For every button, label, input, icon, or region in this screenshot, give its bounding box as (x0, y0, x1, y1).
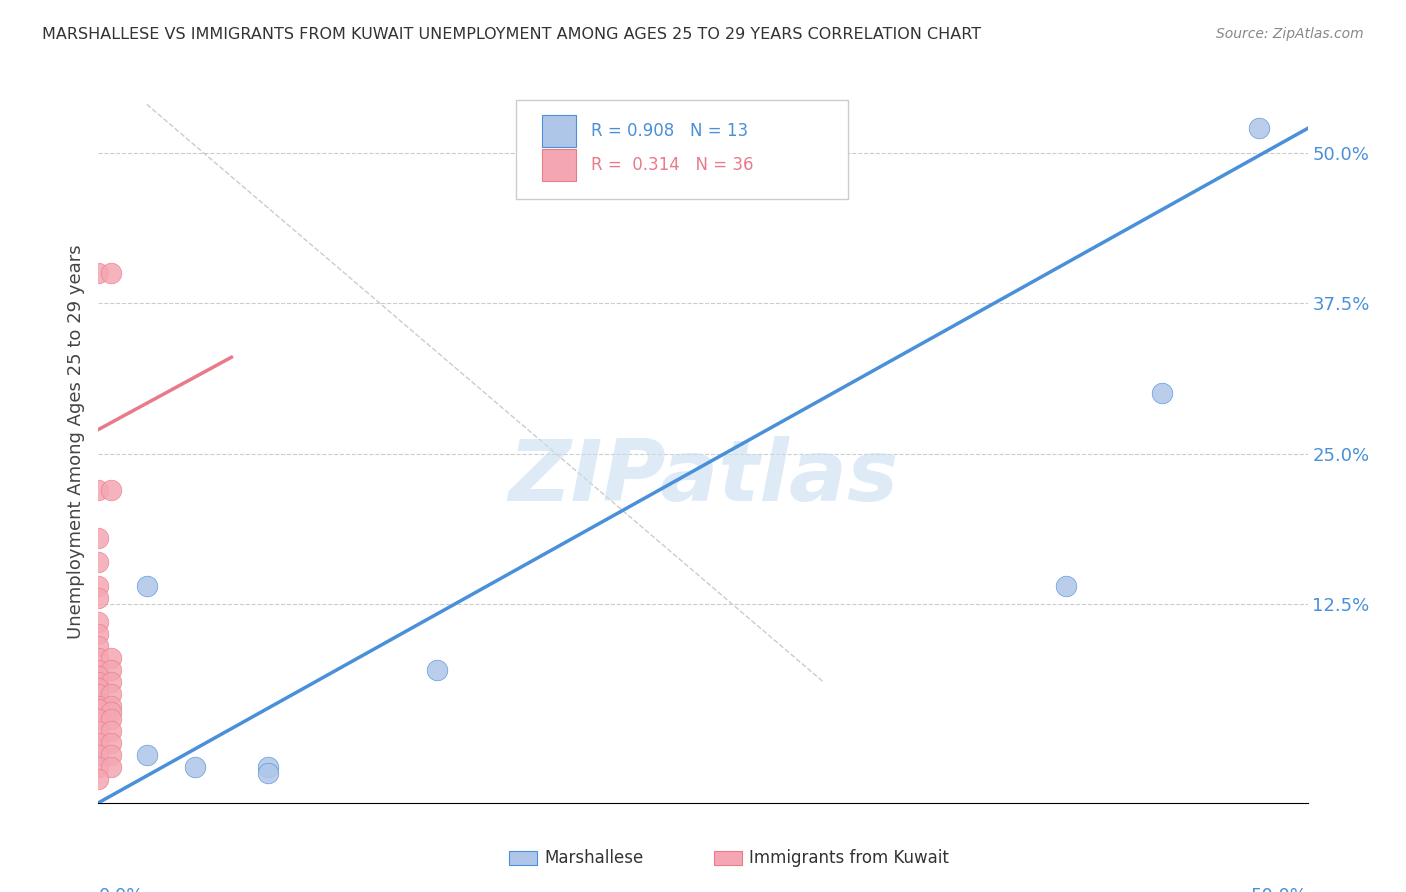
Point (100, 747, 122, 762)
Point (87, 639, 110, 653)
Point (87, 627, 110, 641)
Point (100, 699, 122, 714)
Text: MARSHALLESE VS IMMIGRANTS FROM KUWAIT UNEMPLOYMENT AMONG AGES 25 TO 29 YEARS COR: MARSHALLESE VS IMMIGRANTS FROM KUWAIT UN… (42, 27, 981, 42)
Point (87, 669, 110, 683)
Point (87, 675, 110, 690)
Point (87, 555, 110, 569)
Text: R =  0.314   N = 36: R = 0.314 N = 36 (591, 156, 754, 174)
Y-axis label: Unemployment Among Ages 25 to 29 years: Unemployment Among Ages 25 to 29 years (66, 244, 84, 639)
Text: Marshallese: Marshallese (544, 849, 644, 867)
Point (1249, 121, 1271, 136)
Point (87, 591, 110, 606)
Point (256, 765, 278, 780)
Point (100, 651, 122, 665)
Point (100, 483, 122, 497)
Point (87, 760, 110, 774)
Point (87, 675, 110, 690)
Point (87, 687, 110, 701)
Point (87, 723, 110, 738)
Point (256, 760, 278, 774)
Point (100, 712, 122, 726)
Point (100, 266, 122, 280)
Point (87, 747, 110, 762)
FancyBboxPatch shape (543, 115, 576, 147)
Point (135, 579, 157, 593)
Point (87, 699, 110, 714)
Point (87, 687, 110, 701)
Point (87, 712, 110, 726)
Point (87, 579, 110, 593)
Point (100, 687, 122, 701)
FancyBboxPatch shape (543, 149, 576, 181)
Point (100, 675, 122, 690)
Point (87, 747, 110, 762)
Point (87, 735, 110, 749)
Point (1152, 386, 1174, 401)
Point (100, 706, 122, 720)
Text: R = 0.908   N = 13: R = 0.908 N = 13 (591, 122, 748, 140)
Point (100, 735, 122, 749)
Point (87, 531, 110, 545)
Point (100, 723, 122, 738)
Point (87, 615, 110, 630)
Point (100, 664, 122, 678)
Point (87, 741, 110, 756)
Point (184, 760, 207, 774)
Text: Immigrants from Kuwait: Immigrants from Kuwait (749, 849, 949, 867)
Point (87, 266, 110, 280)
Text: 50.0%: 50.0% (1251, 887, 1308, 892)
Point (100, 760, 122, 774)
Point (1054, 579, 1077, 593)
Point (87, 664, 110, 678)
Point (87, 483, 110, 497)
Point (87, 651, 110, 665)
Point (87, 772, 110, 786)
Text: 0.0%: 0.0% (98, 887, 143, 892)
Point (87, 702, 110, 716)
Point (426, 664, 449, 678)
FancyBboxPatch shape (516, 100, 848, 200)
Text: ZIPatlas: ZIPatlas (508, 436, 898, 519)
Point (135, 747, 157, 762)
Text: Source: ZipAtlas.com: Source: ZipAtlas.com (1216, 27, 1364, 41)
Point (87, 681, 110, 696)
